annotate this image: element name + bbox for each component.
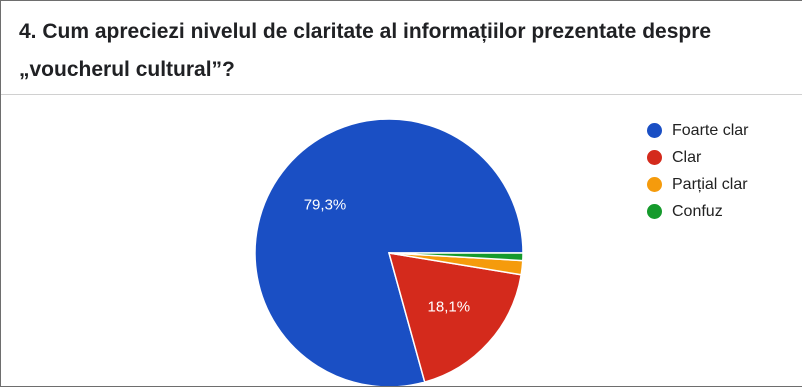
data-label-0: 79,3% <box>304 196 347 213</box>
data-label-1: 18,1% <box>428 299 471 316</box>
chart-area: 79,3% 18,1% Foarte clar Clar Parțial clar Co… <box>1 95 802 386</box>
pie-slice-confuz[interactable] <box>388 252 524 262</box>
pie-slice-clar[interactable] <box>387 252 523 384</box>
legend-item[interactable]: Clar <box>647 144 748 171</box>
legend-swatch <box>647 204 662 219</box>
legend-swatch <box>647 150 662 165</box>
legend-item[interactable]: Foarte clar <box>647 117 748 144</box>
legend-label: Confuz <box>672 202 723 220</box>
legend-item[interactable]: Confuz <box>647 198 748 225</box>
legend-item[interactable]: Parțial clar <box>647 171 748 198</box>
question-title-line-2: „voucherul cultural”? <box>19 58 235 81</box>
legend-label: Parțial clar <box>672 175 748 193</box>
chart-legend: Foarte clar Clar Parțial clar Confuz <box>647 117 748 225</box>
legend-label: Foarte clar <box>672 121 749 139</box>
legend-swatch <box>647 123 662 138</box>
question-title: 4. Cum apreciezi nivelul de claritate al… <box>19 13 802 89</box>
question-header: 4. Cum apreciezi nivelul de claritate al… <box>1 1 802 95</box>
legend-label: Clar <box>672 148 702 166</box>
question-title-line-1: 4. Cum apreciezi nivelul de claritate al… <box>19 20 712 43</box>
pie-chart: 79,3% 18,1% <box>254 118 524 386</box>
legend-swatch <box>647 177 662 192</box>
